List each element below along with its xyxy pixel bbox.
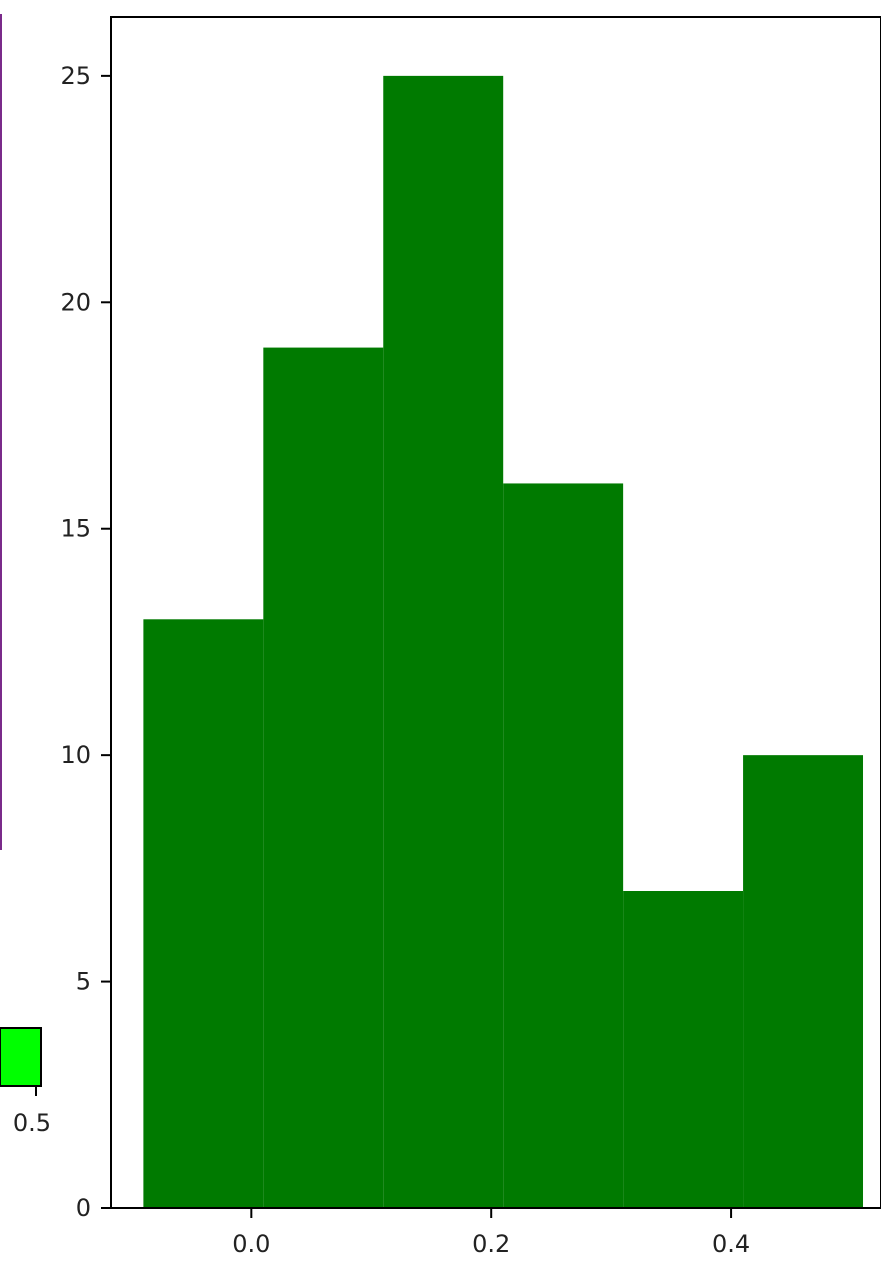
x-axis: 0.0 0.2 0.4 <box>232 1208 750 1258</box>
histogram-bar-2 <box>383 75 504 1208</box>
y-tick-label-5: 25 <box>60 62 91 90</box>
x-tick-label-2: 0.4 <box>712 1230 750 1258</box>
histogram-bar-1 <box>263 347 384 1208</box>
y-axis: 0 5 10 15 20 25 <box>60 62 111 1222</box>
histogram-bars <box>143 75 864 1208</box>
histogram-bar-5 <box>743 755 864 1208</box>
plot-frame <box>110 16 881 1209</box>
y-tick-label-0: 0 <box>76 1194 91 1222</box>
histogram-bar-3 <box>503 483 624 1208</box>
histogram-bar-4 <box>623 891 744 1208</box>
left-partial-bar <box>0 1027 42 1087</box>
y-tick-label-3: 15 <box>60 515 91 543</box>
x-tick-label-1: 0.2 <box>472 1230 510 1258</box>
left-chart-fragment: 0.5 <box>0 14 51 1137</box>
left-x-tick-label: 0.5 <box>13 1109 51 1137</box>
y-tick-label-2: 10 <box>60 741 91 769</box>
x-tick-label-0: 0.0 <box>232 1230 270 1258</box>
histogram-bar-0 <box>143 619 264 1208</box>
y-tick-label-1: 5 <box>76 968 91 996</box>
y-tick-label-4: 20 <box>60 288 91 316</box>
